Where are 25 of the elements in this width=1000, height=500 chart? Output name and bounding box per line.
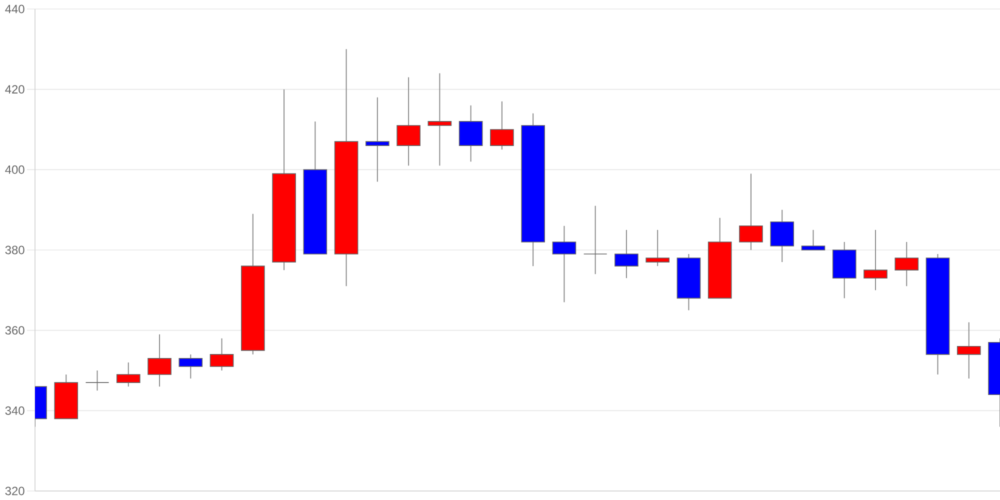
candlestick: [583, 205, 608, 275]
candlestick: [646, 229, 670, 267]
candlestick: [552, 225, 576, 303]
candlestick: [956, 322, 981, 380]
candlestick: [396, 76, 420, 166]
candlestick: [366, 96, 390, 182]
candlestick: [614, 229, 638, 279]
y-tick-label: 400: [5, 165, 24, 174]
candlestick: [116, 362, 140, 388]
candlestick: [490, 100, 514, 150]
candlestick: [801, 229, 826, 250]
candlestick: [739, 173, 763, 250]
candlestick: [428, 72, 452, 166]
y-tick-label: 340: [5, 406, 24, 415]
candlestick: [178, 354, 203, 380]
y-tick-label: 380: [5, 246, 24, 254]
candlestick: [210, 338, 234, 371]
candlestick: [85, 370, 110, 392]
y-tick-label: 440: [5, 4, 24, 14]
candlestick: [148, 334, 172, 388]
candlestick: [894, 241, 919, 287]
y-tick-label: 420: [5, 85, 24, 94]
y-tick-label: 360: [5, 326, 24, 335]
candlestick: [864, 229, 888, 291]
y-tick-label: 320: [5, 486, 24, 496]
